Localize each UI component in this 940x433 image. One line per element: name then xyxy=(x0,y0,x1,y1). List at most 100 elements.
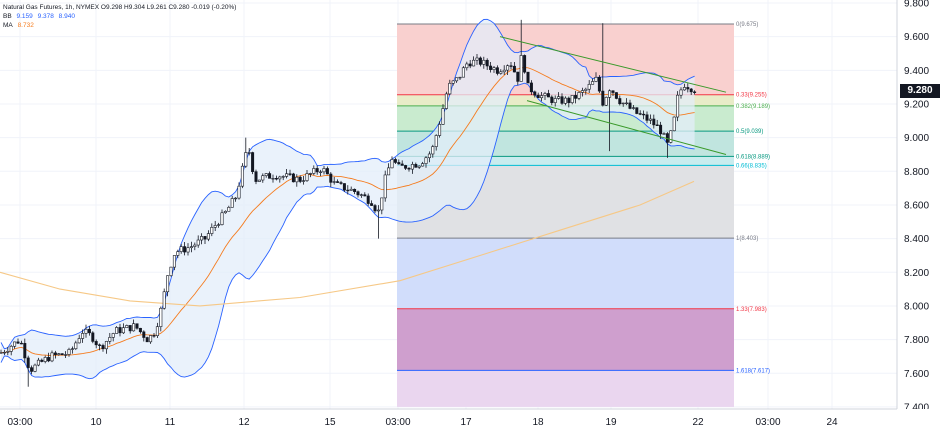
candle-body xyxy=(512,65,516,73)
trend-channel[interactable] xyxy=(499,36,727,155)
candle-body xyxy=(312,168,316,174)
candle xyxy=(628,99,632,110)
candle-body xyxy=(563,97,567,104)
candle-body xyxy=(427,153,431,159)
candle-body xyxy=(227,207,231,212)
candle-body xyxy=(390,159,394,169)
candle xyxy=(489,61,493,73)
candle-body xyxy=(536,94,540,99)
candle xyxy=(553,95,557,107)
candle xyxy=(625,98,629,106)
candle-body xyxy=(635,107,639,114)
price-tick-label: 8.800 xyxy=(904,167,929,178)
candle-body xyxy=(271,178,275,180)
candle xyxy=(217,222,221,228)
candle xyxy=(98,343,102,351)
candle xyxy=(339,180,343,185)
candle xyxy=(16,338,20,344)
candle-body xyxy=(247,152,251,154)
candle-body xyxy=(363,194,367,197)
price-tick-label: 9.000 xyxy=(904,133,929,144)
candle-body xyxy=(353,188,357,192)
candle-body xyxy=(356,191,360,196)
candle-body xyxy=(40,359,44,362)
bb-legend-row[interactable]: BB 9.159 9.378 8.940 xyxy=(3,12,236,21)
candle-body xyxy=(254,171,258,182)
candle xyxy=(13,341,17,349)
candle-body xyxy=(23,343,27,359)
candle xyxy=(312,165,316,176)
candle xyxy=(179,243,183,254)
candle-body xyxy=(482,59,486,65)
candle xyxy=(604,96,608,107)
candle-body xyxy=(19,342,23,345)
candle-body xyxy=(111,333,115,338)
candle-body xyxy=(70,348,74,350)
candle xyxy=(47,352,51,363)
price-tick-label: 9.800 xyxy=(904,0,929,10)
candle xyxy=(400,160,404,166)
candle-body xyxy=(125,325,129,329)
candle-body xyxy=(570,95,574,104)
candlesticks xyxy=(0,19,697,387)
ma-legend-row[interactable]: MA 8.732 xyxy=(3,21,236,30)
candle xyxy=(495,65,499,76)
time-tick-label: 18 xyxy=(532,417,544,428)
candle xyxy=(166,275,170,297)
candle xyxy=(621,102,625,107)
candle xyxy=(638,110,642,116)
fib-level-label: 1.618(7.617) xyxy=(736,368,770,374)
candle xyxy=(60,353,64,356)
candle-body xyxy=(370,203,374,206)
candle xyxy=(159,306,163,332)
candle-body xyxy=(662,133,666,135)
candle-body xyxy=(53,352,57,355)
candle-body xyxy=(325,168,329,175)
bb-fill xyxy=(1,19,695,379)
candle xyxy=(601,23,605,107)
candle xyxy=(635,107,639,115)
candle-body xyxy=(393,159,397,163)
bb-lower-value: 8.940 xyxy=(58,13,75,20)
candle-body xyxy=(400,163,404,166)
candle xyxy=(240,163,244,189)
candle xyxy=(70,346,74,354)
candle-body xyxy=(434,135,438,147)
candle-body xyxy=(176,251,180,256)
candle-body xyxy=(74,342,78,350)
candle-body xyxy=(152,335,156,337)
price-tick-label: 9.400 xyxy=(904,66,929,77)
candle-body xyxy=(652,118,656,126)
price-tick-label: 8.200 xyxy=(904,268,929,279)
time-axis-bg xyxy=(0,409,940,433)
candle-body xyxy=(553,98,557,103)
time-tick-label: 03:00 xyxy=(7,417,32,428)
candle xyxy=(519,19,523,82)
candle-body xyxy=(669,130,673,143)
candle xyxy=(659,121,663,139)
candle-body xyxy=(448,82,452,95)
candle xyxy=(523,54,527,74)
price-tick-label: 7.600 xyxy=(904,369,929,380)
candle xyxy=(84,324,88,338)
candle xyxy=(567,96,571,108)
candle-body xyxy=(67,349,71,355)
candle-body xyxy=(444,93,448,109)
candle-body xyxy=(166,275,170,293)
candle-body xyxy=(628,102,632,109)
candle xyxy=(200,233,204,245)
candle xyxy=(373,203,377,214)
candle xyxy=(50,350,54,363)
candle xyxy=(461,66,465,78)
candle-body xyxy=(693,91,697,93)
candle xyxy=(611,90,615,97)
candle xyxy=(533,90,537,98)
candle-body xyxy=(206,233,210,240)
candle-body xyxy=(604,97,608,106)
time-axis[interactable]: 03:00 10 11 12 15 03:00 17 18 19 22 03:00 24 xyxy=(0,408,940,433)
candle xyxy=(448,79,452,95)
candle xyxy=(23,338,27,363)
candle-body xyxy=(502,69,506,73)
